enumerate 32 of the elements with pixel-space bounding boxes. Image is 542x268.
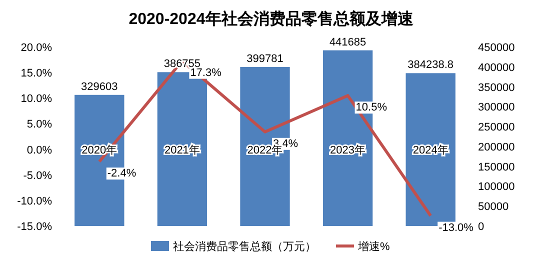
- data-label: 384238.8: [408, 59, 454, 72]
- x-tick-label: 2024年: [412, 144, 448, 156]
- y-tick-label: 20.0%: [20, 42, 52, 54]
- y2-tick-label: 150000: [478, 161, 515, 174]
- y2-tick-label: 50000: [478, 201, 509, 214]
- data-label: 441685: [329, 36, 366, 48]
- y-tick-label: 0.0%: [26, 144, 52, 156]
- y-tick-label: 15.0%: [20, 68, 52, 80]
- y2-tick-label: 0: [478, 221, 484, 233]
- data-label: 10.5%: [356, 102, 388, 114]
- chart-title: 2020-2024年社会消费品零售总额及增速: [128, 10, 414, 28]
- y2-tick-label: 400000: [478, 62, 515, 74]
- y-tick-label: 5.0%: [26, 118, 52, 131]
- x-tick-label: 2023年: [330, 144, 366, 156]
- x-tick-label: 2021年: [164, 144, 200, 156]
- legend-label: 社会消费品零售总额（万元）: [173, 240, 316, 253]
- data-label: 399781: [246, 52, 284, 65]
- y2-tick-label: 200000: [478, 141, 515, 154]
- y-tick-label: -5.0%: [23, 170, 52, 182]
- y2-tick-label: 350000: [478, 82, 515, 94]
- y2-tick-label: 300000: [478, 102, 515, 114]
- y-tick-label: 10.0%: [20, 93, 52, 106]
- y2-tick-label: 450000: [478, 42, 515, 54]
- y2-tick-label: 100000: [478, 181, 515, 194]
- y-tick-label: -15.0%: [17, 221, 52, 233]
- data-label: -13.0%: [438, 222, 474, 234]
- y2-tick-label: 250000: [478, 122, 515, 134]
- y-tick-label: -10.0%: [17, 195, 52, 208]
- data-label: -2.4%: [107, 168, 136, 180]
- data-label: 329603: [81, 80, 118, 93]
- legend-label: 增速%: [357, 240, 390, 253]
- data-label: 17.3%: [190, 66, 222, 79]
